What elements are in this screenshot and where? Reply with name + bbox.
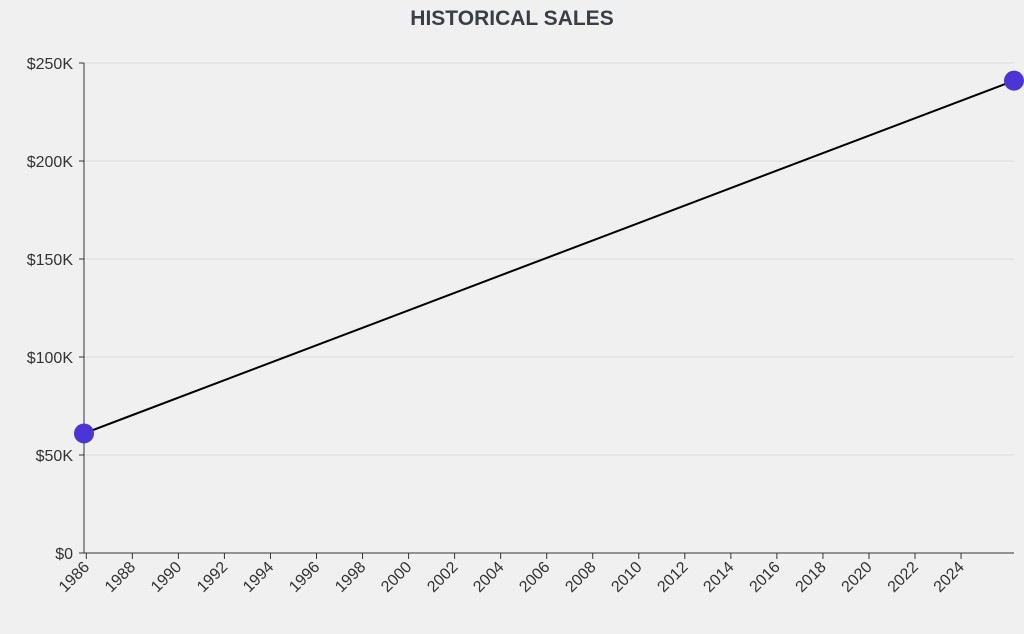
data-point-0-1	[1004, 70, 1024, 91]
x-tick-label-12: 2010	[608, 559, 645, 596]
y-tick-label-4: $200K	[27, 154, 74, 171]
x-axis-ticks: 1986 1988 1990 1992 1994 1996 1998 2000 2002 2004…	[56, 553, 968, 596]
x-tick-label-17: 2020	[839, 559, 876, 596]
x-tick-label-4: 1994	[240, 559, 277, 596]
x-tick-label-5: 1996	[286, 559, 323, 596]
x-tick-label-13: 2012	[654, 559, 691, 596]
y-tick-label-2: $100K	[27, 350, 74, 367]
x-tick-label-15: 2016	[747, 559, 784, 596]
x-tick-label-9: 2004	[470, 559, 507, 596]
data-point-0-0	[74, 423, 94, 444]
x-tick-label-18: 2022	[885, 559, 922, 596]
axes	[83, 63, 1014, 554]
x-tick-label-6: 1998	[332, 559, 369, 596]
x-tick-label-1: 1988	[102, 559, 139, 596]
gridlines	[84, 62, 1014, 456]
x-tick-label-11: 2008	[562, 559, 599, 596]
x-tick-label-7: 2000	[378, 559, 415, 596]
x-tick-label-16: 2018	[793, 559, 830, 596]
chart-title: HISTORICAL SALES	[410, 7, 613, 30]
x-tick-label-3: 1992	[194, 559, 231, 596]
series-group	[74, 70, 1024, 444]
x-tick-label-2: 1990	[148, 559, 185, 596]
y-tick-label-0: $0	[55, 546, 73, 563]
x-tick-label-0: 1986	[56, 559, 93, 596]
y-tick-label-3: $150K	[27, 252, 74, 269]
y-tick-label-1: $50K	[36, 448, 74, 465]
y-axis-ticks: $0 $50K $100K $150K $200K $250K	[27, 56, 84, 563]
x-tick-label-8: 2002	[424, 559, 461, 596]
x-tick-label-10: 2006	[516, 559, 553, 596]
x-tick-label-14: 2014	[700, 559, 737, 596]
series-line-0	[83, 79, 1015, 435]
x-tick-label-19: 2024	[931, 559, 968, 596]
y-tick-label-5: $250K	[27, 56, 74, 73]
